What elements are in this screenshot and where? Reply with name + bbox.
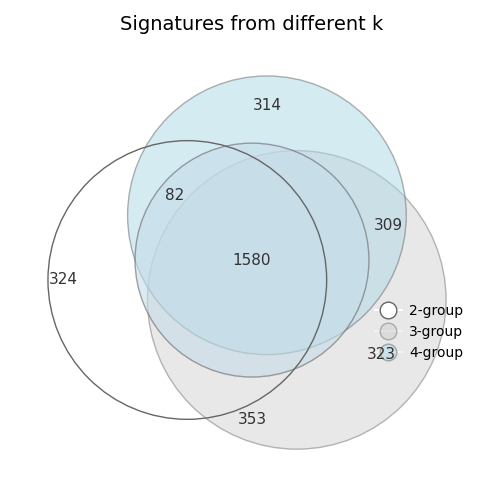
Title: Signatures from different k: Signatures from different k bbox=[120, 15, 384, 34]
Circle shape bbox=[148, 151, 446, 449]
Text: 1580: 1580 bbox=[233, 253, 271, 268]
Text: 353: 353 bbox=[237, 412, 267, 427]
Text: 82: 82 bbox=[165, 188, 184, 203]
Text: 324: 324 bbox=[48, 273, 78, 287]
Legend: 2-group, 3-group, 4-group: 2-group, 3-group, 4-group bbox=[369, 299, 469, 366]
Text: 314: 314 bbox=[253, 98, 281, 113]
Text: 309: 309 bbox=[374, 218, 403, 233]
Text: 323: 323 bbox=[367, 347, 396, 362]
Circle shape bbox=[135, 143, 369, 377]
Circle shape bbox=[128, 76, 406, 355]
